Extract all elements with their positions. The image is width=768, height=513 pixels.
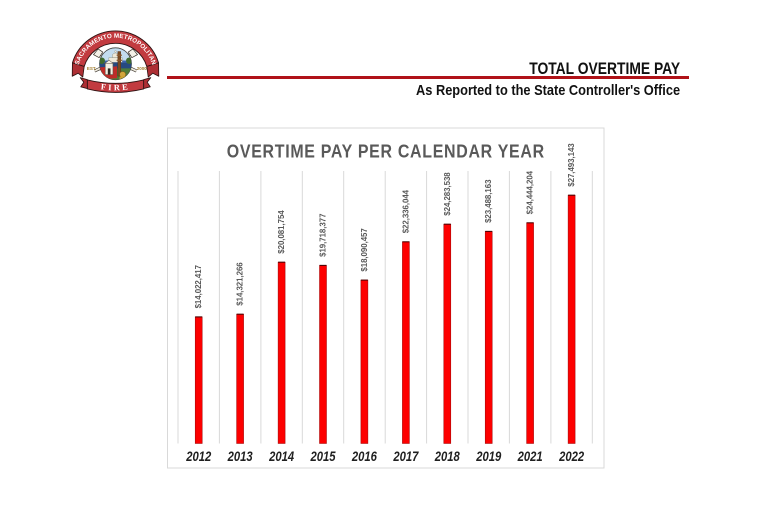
- svg-text:2021: 2021: [517, 449, 543, 465]
- svg-text:$19,718,377: $19,718,377: [319, 213, 328, 257]
- svg-text:$23,488,163: $23,488,163: [484, 179, 493, 223]
- svg-text:$18,090,457: $18,090,457: [360, 228, 369, 272]
- svg-text:2014: 2014: [268, 449, 294, 465]
- svg-text:2012: 2012: [185, 449, 211, 465]
- svg-text:2013: 2013: [227, 449, 253, 465]
- svg-text:2019: 2019: [475, 449, 501, 465]
- svg-text:$14,321,266: $14,321,266: [236, 262, 245, 306]
- svg-text:$24,283,538: $24,283,538: [443, 172, 452, 216]
- svg-text:2018: 2018: [434, 449, 460, 465]
- svg-text:$22,336,044: $22,336,044: [401, 189, 410, 233]
- svg-text:EST.: EST.: [87, 65, 97, 70]
- svg-text:2015: 2015: [310, 449, 337, 465]
- svg-text:2016: 2016: [351, 449, 377, 465]
- svg-text:FIRE: FIRE: [100, 82, 130, 92]
- svg-text:$27,493,143: $27,493,143: [567, 143, 576, 187]
- svg-text:$14,022,417: $14,022,417: [194, 264, 203, 308]
- svg-text:2022: 2022: [558, 449, 584, 465]
- svg-text:$20,081,754: $20,081,754: [277, 210, 286, 254]
- svg-text:2000: 2000: [137, 65, 148, 70]
- svg-text:OVERTIME PAY PER CALENDAR YEAR: OVERTIME PAY PER CALENDAR YEAR: [227, 142, 545, 162]
- svg-text:2017: 2017: [393, 449, 420, 465]
- svg-text:$24,444,204: $24,444,204: [526, 170, 535, 214]
